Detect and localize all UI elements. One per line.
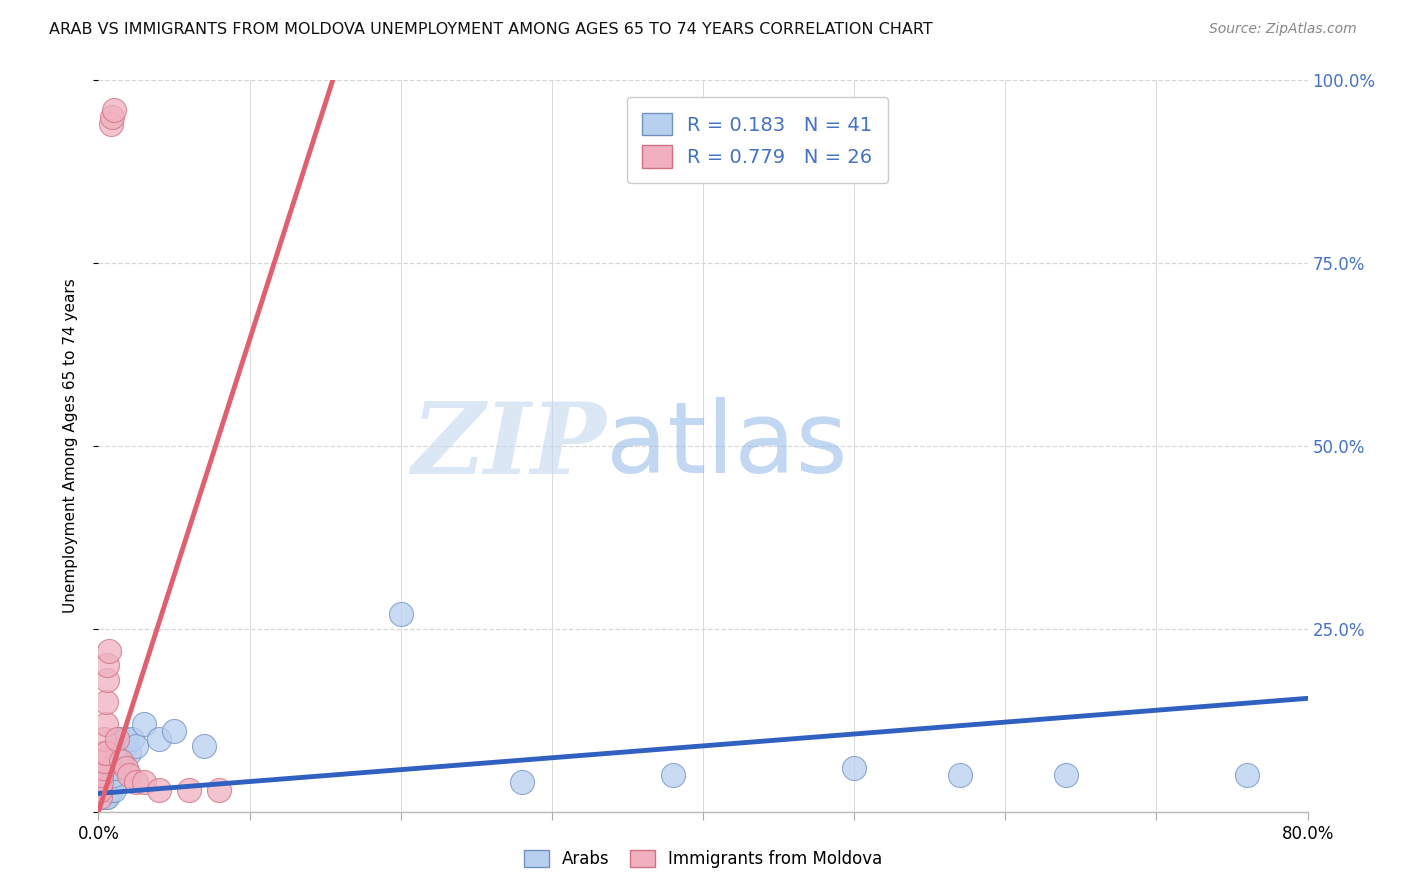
Point bbox=[510, 775, 533, 789]
Point bbox=[100, 768, 122, 782]
Point bbox=[98, 775, 121, 789]
Point bbox=[98, 644, 121, 658]
Point bbox=[90, 768, 112, 782]
Point bbox=[163, 724, 186, 739]
Point bbox=[101, 110, 124, 124]
Point bbox=[118, 768, 141, 782]
Point bbox=[112, 739, 135, 753]
Point bbox=[110, 754, 132, 768]
Point bbox=[91, 775, 114, 789]
Point bbox=[100, 117, 122, 131]
Point bbox=[103, 782, 125, 797]
Point bbox=[96, 658, 118, 673]
Point bbox=[389, 607, 412, 622]
Point bbox=[108, 731, 131, 746]
Point bbox=[94, 746, 117, 760]
Point bbox=[148, 731, 170, 746]
Point bbox=[661, 768, 683, 782]
Point bbox=[93, 782, 115, 797]
Point bbox=[121, 731, 143, 746]
Point bbox=[148, 782, 170, 797]
Point bbox=[103, 103, 125, 117]
Point bbox=[179, 782, 201, 797]
Point bbox=[132, 775, 155, 789]
Point bbox=[98, 782, 121, 797]
Point bbox=[100, 782, 122, 797]
Point bbox=[107, 739, 129, 753]
Point bbox=[96, 768, 118, 782]
Point bbox=[90, 782, 112, 797]
Point bbox=[94, 695, 117, 709]
Point bbox=[1236, 768, 1258, 782]
Point bbox=[125, 739, 148, 753]
Point bbox=[91, 746, 114, 760]
Point bbox=[118, 746, 141, 760]
Point bbox=[94, 790, 117, 805]
Text: atlas: atlas bbox=[606, 398, 848, 494]
Point bbox=[105, 746, 128, 760]
Point bbox=[844, 761, 866, 775]
Point bbox=[93, 754, 115, 768]
Point bbox=[90, 790, 112, 805]
Point bbox=[96, 673, 118, 687]
Y-axis label: Unemployment Among Ages 65 to 74 years: Unemployment Among Ages 65 to 74 years bbox=[63, 278, 77, 614]
Point bbox=[89, 790, 111, 805]
Point bbox=[208, 782, 231, 797]
Point bbox=[91, 761, 114, 775]
Legend: R = 0.183   N = 41, R = 0.779   N = 26: R = 0.183 N = 41, R = 0.779 N = 26 bbox=[627, 97, 889, 183]
Point bbox=[104, 761, 127, 775]
Point bbox=[96, 790, 118, 805]
Point bbox=[93, 731, 115, 746]
Point bbox=[93, 790, 115, 805]
Point bbox=[111, 746, 134, 760]
Point bbox=[1054, 768, 1077, 782]
Point bbox=[110, 754, 132, 768]
Point bbox=[105, 731, 128, 746]
Point bbox=[91, 790, 114, 805]
Point bbox=[94, 775, 117, 789]
Point bbox=[132, 717, 155, 731]
Point bbox=[90, 775, 112, 789]
Text: ZIP: ZIP bbox=[412, 398, 606, 494]
Point bbox=[94, 782, 117, 797]
Point bbox=[114, 761, 136, 775]
Point bbox=[114, 731, 136, 746]
Point bbox=[101, 775, 124, 789]
Point bbox=[94, 717, 117, 731]
Point bbox=[89, 782, 111, 797]
Point bbox=[89, 790, 111, 805]
Point bbox=[125, 775, 148, 789]
Text: Source: ZipAtlas.com: Source: ZipAtlas.com bbox=[1209, 22, 1357, 37]
Text: ARAB VS IMMIGRANTS FROM MOLDOVA UNEMPLOYMENT AMONG AGES 65 TO 74 YEARS CORRELATI: ARAB VS IMMIGRANTS FROM MOLDOVA UNEMPLOY… bbox=[49, 22, 934, 37]
Point bbox=[949, 768, 972, 782]
Legend: Arabs, Immigrants from Moldova: Arabs, Immigrants from Moldova bbox=[517, 843, 889, 875]
Point bbox=[103, 768, 125, 782]
Point bbox=[193, 739, 215, 753]
